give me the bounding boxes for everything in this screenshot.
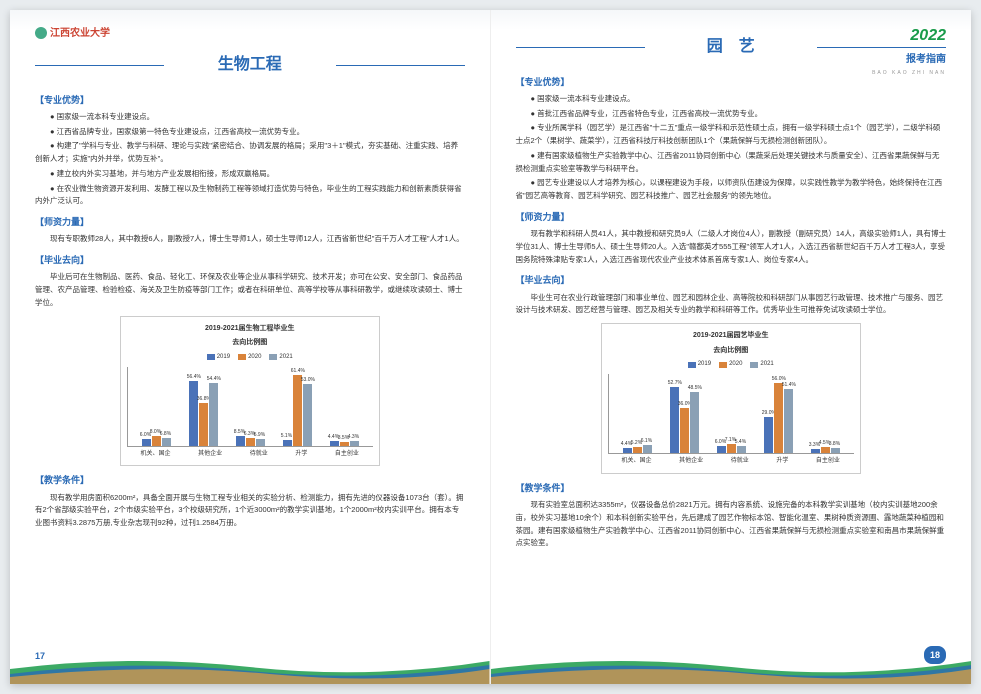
bar: 56.4% xyxy=(189,381,198,446)
section-head-teaching-r: 【教学条件】 xyxy=(516,480,947,496)
bar: 48.5% xyxy=(690,392,699,453)
bar-group: 6.0%8.0%6.8% xyxy=(142,436,171,445)
chart-xlabels-left: 机关、国企 其他企业 待就业 升学 自主创业 xyxy=(127,449,373,460)
bullet-item: ● 专业所属学科（园艺学）是江西省"十二五"重点一级学科和示范性硕士点，拥有一级… xyxy=(516,122,947,148)
bullet-item: ● 建有国家级植物生产实验教学中心、江西省2011协同创新中心（果蔬采后处理关键… xyxy=(516,150,947,176)
section-head-teaching: 【教学条件】 xyxy=(35,472,465,488)
bar: 54.4% xyxy=(209,383,218,446)
x-label: 待就业 xyxy=(731,456,749,467)
bullet-item: ● 国家级一流本科专业建设点。 xyxy=(35,111,465,124)
advantage-bullets-left: ● 国家级一流本科专业建设点。 ● 江西省品牌专业，国家级第一特色专业建设点，江西… xyxy=(35,111,465,208)
bar: 6.8% xyxy=(162,438,171,446)
x-label: 升学 xyxy=(776,456,788,467)
bar: 5.9% xyxy=(256,439,265,446)
bar: 5.1% xyxy=(283,440,292,446)
page-number-right: 18 xyxy=(924,646,946,664)
bar-group: 5.1%61.4%53.0% xyxy=(283,375,312,446)
section-head-faculty: 【师资力量】 xyxy=(35,214,465,230)
left-page: 江西农业大学 生物工程 【专业优势】 ● 国家级一流本科专业建设点。 ● 江西省品… xyxy=(10,10,491,684)
x-label: 机关、国企 xyxy=(622,456,652,467)
bar: 6.1% xyxy=(643,445,652,453)
bar-group: 29.0%56.0%51.4% xyxy=(764,383,793,453)
x-label: 机关、国企 xyxy=(141,449,171,460)
major-title-left: 生物工程 xyxy=(35,51,465,80)
chart-right: 2019-2021届园艺毕业生 去向比例图 201920202021 4.4%5… xyxy=(601,323,861,474)
bar: 3.3% xyxy=(811,449,820,453)
bullet-item: ● 构建了"学科与专业、教学与科研、理论与实践"紧密结合、协调发展的格局；采用"… xyxy=(35,140,465,166)
chart-xlabels-right: 机关、国企 其他企业 待就业 升学 自主创业 xyxy=(608,456,854,467)
chart-left: 2019-2021届生物工程毕业生 去向比例图 2019 2020 2021 6.0… xyxy=(120,316,380,467)
chart-title-right: 2019-2021届园艺毕业生 xyxy=(608,330,854,343)
teaching-text-left: 现有教学用房面积6200m²，具备全面开展与生物工程专业相关的实验分析、检测能力… xyxy=(35,492,465,530)
page-spread: 江西农业大学 生物工程 【专业优势】 ● 国家级一流本科专业建设点。 ● 江西省品… xyxy=(10,10,971,684)
bar: 3.8% xyxy=(831,448,840,453)
bar: 3.5% xyxy=(340,442,349,446)
logo-text: 江西农业大学 xyxy=(50,28,110,39)
bar-group: 3.3%4.5%3.8% xyxy=(811,447,840,453)
chart-legend-left: 2019 2020 2021 xyxy=(127,352,373,363)
legend-item: 2021 xyxy=(750,359,773,370)
legend-item: 2021 xyxy=(269,352,292,363)
bar: 5.2% xyxy=(633,447,642,454)
chart-bars-left: 6.0%8.0%6.8%56.4%36.8%54.4%8.5%6.3%5.9%5… xyxy=(127,367,373,447)
section-head-faculty-r: 【师资力量】 xyxy=(516,209,947,225)
wave-decoration-left xyxy=(10,649,490,684)
guide-pinyin: BAO KAO ZHI NAN xyxy=(872,69,946,78)
bar: 36.8% xyxy=(199,403,208,445)
chart-subtitle-left: 去向比例图 xyxy=(127,337,373,350)
bullet-item: ● 在农业微生物资源开发利用、发酵工程以及生物制药工程等领域打造优势与特色，毕业… xyxy=(35,183,465,209)
university-logo: 江西农业大学 xyxy=(35,25,465,43)
x-label: 自主创业 xyxy=(816,456,840,467)
bar: 56.0% xyxy=(774,383,783,453)
graduate-text-left: 毕业后可在生物制品、医药、食品、轻化工、环保及农业等企业从事科学研究、技术开发；… xyxy=(35,271,465,309)
bar: 53.0% xyxy=(303,384,312,445)
section-head-advantage: 【专业优势】 xyxy=(35,92,465,108)
x-label: 待就业 xyxy=(250,449,268,460)
bar-group: 6.0%7.1%5.4% xyxy=(717,444,746,453)
x-label: 自主创业 xyxy=(335,449,359,460)
wave-decoration-right xyxy=(491,649,972,684)
chart-bars-right: 4.4%5.2%6.1% 52.7%36.0%48.5% 6.0%7.1%5.4% 2… xyxy=(608,374,854,454)
bar: 36.0% xyxy=(680,408,689,453)
section-head-graduate-r: 【毕业去向】 xyxy=(516,272,947,288)
x-label: 升学 xyxy=(295,449,307,460)
bar: 4.4% xyxy=(623,448,632,454)
graduate-text-right: 毕业生可在农业行政管理部门和事业单位、园艺和园林企业、高等院校和科研部门从事园艺… xyxy=(516,292,947,318)
legend-item: 2019 xyxy=(688,359,711,370)
faculty-text-right: 现有教学和科研人员41人，其中教授和研究员9人（二级人才岗位4人），副教授（副研… xyxy=(516,228,947,266)
advantage-bullets-right: ● 国家级一流本科专业建设点。 ● 首批江西省品牌专业，江西省特色专业，江西省高校… xyxy=(516,93,947,203)
section-head-graduate: 【毕业去向】 xyxy=(35,252,465,268)
x-label: 其他企业 xyxy=(679,456,703,467)
bullet-item: ● 首批江西省品牌专业，江西省特色专业，江西省高校一流优势专业。 xyxy=(516,108,947,121)
chart-title-left: 2019-2021届生物工程毕业生 xyxy=(127,323,373,336)
bar-group: 8.5%6.3%5.9% xyxy=(236,436,265,446)
bar-group: 4.4%5.2%6.1% xyxy=(623,445,652,453)
legend-item: 2020 xyxy=(719,359,742,370)
bar-group: 52.7%36.0%48.5% xyxy=(670,387,699,453)
major-title-right: 园 艺 xyxy=(516,33,947,62)
bar: 6.0% xyxy=(142,439,151,446)
bar: 51.4% xyxy=(784,389,793,453)
chart-subtitle-right: 去向比例图 xyxy=(608,345,854,358)
right-page: 2022 报考指南 BAO KAO ZHI NAN 园 艺 【专业优势】 ● 国… xyxy=(491,10,972,684)
bar: 6.0% xyxy=(717,446,726,454)
bar: 4.3% xyxy=(350,441,359,446)
bullet-item: ● 园艺专业建设以人才培养为核心，以课程建设为手段，以师资队伍建设为保障，以实践… xyxy=(516,177,947,203)
page-number-left: 17 xyxy=(35,648,45,664)
legend-item: 2019 xyxy=(207,352,230,363)
bar: 29.0% xyxy=(764,417,773,453)
bar-group: 56.4%36.8%54.4% xyxy=(189,381,218,446)
teaching-text-right: 现有实验室总面积达3355m²，仪器设备总价2821万元。拥有内容系统、设施完备… xyxy=(516,499,947,550)
bullet-item: ● 国家级一流本科专业建设点。 xyxy=(516,93,947,106)
bar: 52.7% xyxy=(670,387,679,453)
logo-icon xyxy=(35,27,47,39)
faculty-text-left: 现有专职教师28人，其中教授6人，副教授7人，博士生导师1人，硕士生导师12人，… xyxy=(35,233,465,246)
bar: 5.4% xyxy=(737,446,746,453)
bar-group: 4.4%3.5%4.3% xyxy=(330,441,359,446)
bullet-item: ● 建立校内外实习基地，并与地方产业发展相衔接，形成双赢格局。 xyxy=(35,168,465,181)
chart-legend-right: 2019 2020 2021 xyxy=(608,359,854,370)
legend-item: 2020 xyxy=(238,352,261,363)
bullet-item: ● 江西省品牌专业，国家级第一特色专业建设点，江西省高校一流优势专业。 xyxy=(35,126,465,139)
x-label: 其他企业 xyxy=(198,449,222,460)
